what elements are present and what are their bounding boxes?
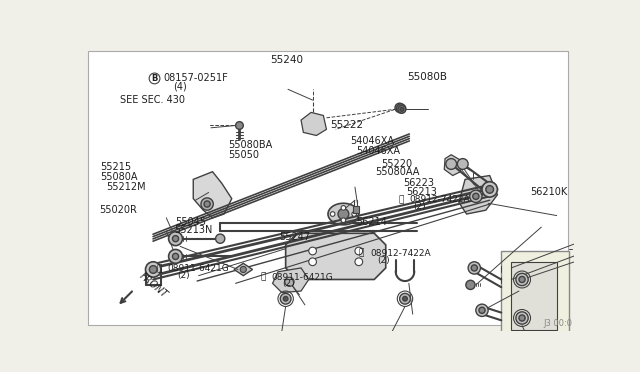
Circle shape (285, 277, 294, 286)
Text: 54046XA: 54046XA (350, 137, 394, 147)
Circle shape (149, 73, 160, 84)
Text: 56210K: 56210K (530, 187, 567, 197)
Bar (501, 251, 569, 334)
Circle shape (397, 104, 406, 113)
Circle shape (338, 209, 349, 219)
Text: 55020R: 55020R (99, 205, 137, 215)
Circle shape (284, 296, 288, 301)
Circle shape (479, 307, 485, 313)
Text: 55045: 55045 (175, 217, 206, 227)
Circle shape (201, 198, 213, 210)
Text: 08911-6421G: 08911-6421G (271, 273, 333, 282)
Text: FRONT: FRONT (138, 271, 170, 300)
Text: 55213N: 55213N (174, 225, 212, 235)
Circle shape (516, 273, 528, 286)
Text: 56214: 56214 (356, 217, 387, 227)
Circle shape (516, 312, 528, 324)
Text: 55212M: 55212M (106, 182, 146, 192)
Circle shape (308, 258, 316, 266)
Polygon shape (444, 155, 460, 176)
Circle shape (471, 265, 477, 271)
Text: Ⓝ: Ⓝ (359, 248, 364, 258)
Text: Ⓝ: Ⓝ (260, 273, 266, 282)
Text: 55080BA: 55080BA (228, 141, 273, 150)
Polygon shape (459, 176, 497, 214)
Text: 08157-0251F: 08157-0251F (163, 73, 228, 83)
Circle shape (486, 186, 493, 193)
Polygon shape (301, 112, 326, 135)
Text: B: B (151, 74, 157, 83)
Text: 55222: 55222 (330, 121, 364, 131)
Circle shape (172, 253, 179, 260)
Ellipse shape (328, 203, 359, 225)
Circle shape (519, 315, 525, 321)
Circle shape (466, 280, 475, 289)
Polygon shape (273, 268, 308, 293)
Circle shape (400, 108, 404, 111)
Circle shape (519, 276, 525, 283)
Circle shape (330, 212, 335, 217)
Text: (2): (2) (283, 279, 295, 288)
Text: Ⓝ: Ⓝ (157, 264, 162, 273)
Circle shape (172, 235, 179, 242)
Text: 08912-7422A: 08912-7422A (410, 195, 470, 204)
Circle shape (473, 193, 479, 199)
Circle shape (216, 234, 225, 243)
Text: (2): (2) (178, 271, 190, 280)
Text: 55080A: 55080A (100, 172, 138, 182)
Text: 55240: 55240 (270, 55, 303, 64)
Polygon shape (193, 172, 232, 218)
Text: (2): (2) (413, 202, 426, 211)
Text: 55247: 55247 (279, 232, 310, 242)
Text: 55215: 55215 (100, 162, 131, 172)
Text: 08912-7422A: 08912-7422A (370, 248, 431, 258)
Text: J3 00:0: J3 00:0 (544, 319, 573, 328)
Circle shape (352, 212, 356, 217)
Circle shape (403, 296, 407, 301)
Circle shape (355, 258, 363, 266)
Circle shape (168, 250, 182, 263)
Circle shape (168, 232, 182, 246)
Polygon shape (285, 233, 386, 279)
Circle shape (204, 201, 210, 207)
Text: 08911-6421G: 08911-6421G (168, 264, 230, 273)
Bar (511, 262, 557, 330)
Text: 56213: 56213 (406, 187, 436, 197)
Circle shape (470, 190, 482, 202)
Circle shape (308, 247, 316, 255)
Text: Ⓝ: Ⓝ (398, 195, 404, 204)
Circle shape (458, 158, 468, 169)
Circle shape (397, 106, 402, 110)
Text: 54046XA: 54046XA (356, 146, 401, 156)
Circle shape (355, 247, 363, 255)
Circle shape (399, 106, 403, 111)
Text: 55050: 55050 (228, 150, 259, 160)
Circle shape (240, 266, 246, 273)
Text: 56223: 56223 (403, 178, 434, 188)
Circle shape (399, 294, 410, 304)
Circle shape (476, 304, 488, 317)
Text: SEE SEC. 430: SEE SEC. 430 (120, 94, 185, 105)
Bar (353, 206, 359, 212)
Text: (2): (2) (378, 256, 390, 264)
Circle shape (341, 206, 346, 210)
Circle shape (149, 266, 157, 273)
Circle shape (280, 294, 291, 304)
Circle shape (145, 262, 161, 277)
Text: (4): (4) (173, 81, 186, 91)
Circle shape (468, 262, 481, 274)
Circle shape (482, 182, 497, 197)
Text: 55220: 55220 (381, 158, 412, 169)
Circle shape (236, 122, 243, 129)
Circle shape (446, 158, 456, 169)
Circle shape (395, 103, 404, 112)
Circle shape (341, 218, 346, 222)
Circle shape (398, 106, 406, 113)
Text: 55080AA: 55080AA (375, 167, 419, 177)
Text: 55080B: 55080B (407, 72, 447, 82)
Polygon shape (234, 263, 253, 276)
